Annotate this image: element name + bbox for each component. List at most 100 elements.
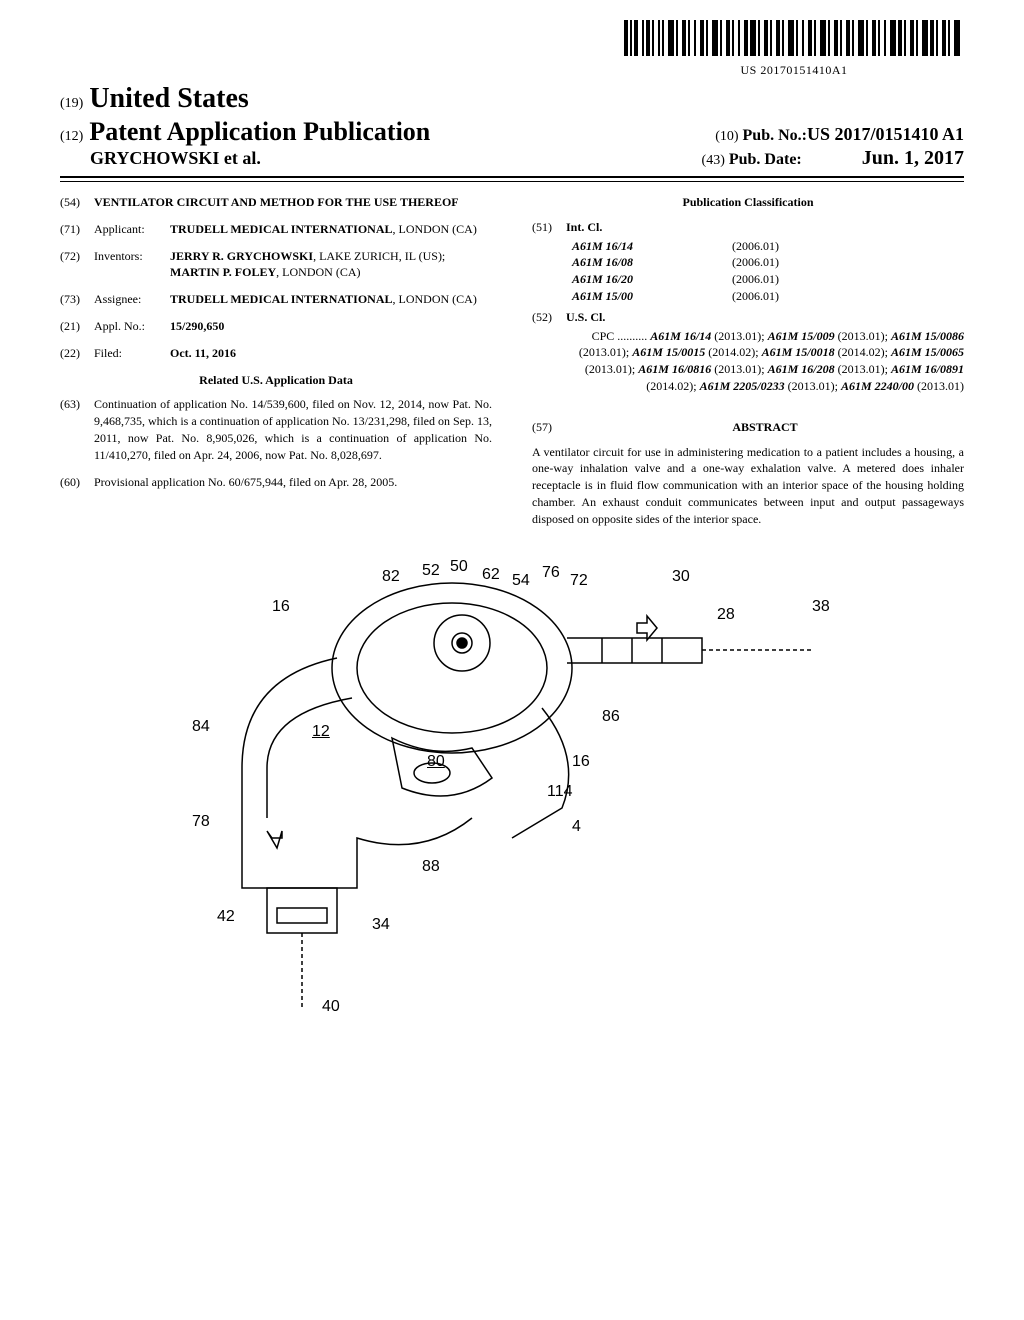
field-num: (52) bbox=[532, 309, 566, 326]
pub-num-value: US 2017/0151410 A1 bbox=[807, 124, 964, 145]
pub-num-prefix: (10) bbox=[715, 129, 738, 145]
inventors-body: JERRY R. GRYCHOWSKI, LAKE ZURICH, IL (US… bbox=[170, 248, 492, 282]
related-heading: Related U.S. Application Data bbox=[60, 372, 492, 389]
provisional-text: Provisional application No. 60/675,944, … bbox=[94, 474, 492, 491]
class-ver: (2006.01) bbox=[732, 254, 779, 271]
class-code: A61M 16/14 bbox=[572, 238, 712, 255]
country-row: (19) United States bbox=[60, 83, 964, 115]
cpc-ver: (2013.01) bbox=[579, 345, 626, 359]
field-label: Assignee: bbox=[94, 291, 170, 308]
abstract-row: (57) ABSTRACT bbox=[532, 419, 964, 436]
assignee-field: (73) Assignee: TRUDELL MEDICAL INTERNATI… bbox=[60, 291, 492, 308]
cpc-ver: (2014.02) bbox=[838, 345, 885, 359]
figure-ref-label: 34 bbox=[372, 916, 390, 934]
barcode: US 20170151410A1 bbox=[624, 20, 964, 78]
cpc-ver: (2013.01) bbox=[585, 362, 632, 376]
title-field: (54) VENTILATOR CIRCUIT AND METHOD FOR T… bbox=[60, 194, 492, 211]
pub-num-label: Pub. No.: bbox=[743, 127, 807, 145]
cpc-ver: (2013.01) bbox=[917, 379, 964, 393]
field-num: (51) bbox=[532, 219, 566, 236]
abstract-text: A ventilator circuit for use in administ… bbox=[532, 444, 964, 528]
field-num: (71) bbox=[60, 221, 94, 238]
class-ver: (2006.01) bbox=[732, 288, 779, 305]
int-cl-field: (51) Int. Cl. bbox=[532, 219, 964, 236]
figure-ref-label: 82 bbox=[382, 568, 400, 586]
classification-heading: Publication Classification bbox=[532, 194, 964, 211]
cpc-code: A61M 2205/0233 bbox=[700, 379, 785, 393]
applicant-field: (71) Applicant: TRUDELL MEDICAL INTERNAT… bbox=[60, 221, 492, 238]
inventor-1-loc: , LAKE ZURICH, IL (US); bbox=[313, 249, 445, 263]
figure-ref-label: 80 bbox=[427, 753, 445, 771]
divider-thick bbox=[60, 176, 964, 178]
country-prefix: (19) bbox=[60, 96, 83, 112]
class-row: A61M 16/20 (2006.01) bbox=[532, 271, 964, 288]
us-cl-field: (52) U.S. Cl. bbox=[532, 309, 964, 326]
country-name: United States bbox=[89, 83, 248, 115]
figure-ref-label: 28 bbox=[717, 606, 735, 624]
figure-ref-label: 54 bbox=[512, 572, 530, 590]
left-column: (54) VENTILATOR CIRCUIT AND METHOD FOR T… bbox=[60, 194, 492, 528]
pub-date-prefix: (43) bbox=[702, 153, 725, 169]
continuation-text: Continuation of application No. 14/539,6… bbox=[94, 396, 492, 463]
cpc-ver: (2013.01) bbox=[714, 329, 761, 343]
figure-ref-label: 88 bbox=[422, 858, 440, 876]
figure-ref-label: 38 bbox=[812, 598, 830, 616]
figure-ref-label: 72 bbox=[570, 572, 588, 590]
field-label: Inventors: bbox=[94, 248, 170, 282]
continuation-field: (63) Continuation of application No. 14/… bbox=[60, 396, 492, 463]
figure-ref-label: 16 bbox=[572, 753, 590, 771]
authors-row: GRYCHOWSKI et al. (43) Pub. Date: Jun. 1… bbox=[60, 147, 964, 170]
right-column: Publication Classification (51) Int. Cl.… bbox=[532, 194, 964, 528]
field-num: (21) bbox=[60, 318, 94, 335]
cpc-code: A61M 16/0891 bbox=[891, 362, 964, 376]
cpc-code: A61M 2240/00 bbox=[841, 379, 914, 393]
inventors-field: (72) Inventors: JERRY R. GRYCHOWSKI, LAK… bbox=[60, 248, 492, 282]
authors: GRYCHOWSKI et al. bbox=[90, 148, 261, 169]
pub-date-value: Jun. 1, 2017 bbox=[862, 147, 964, 170]
class-row: A61M 15/00 (2006.01) bbox=[532, 288, 964, 305]
class-code: A61M 16/20 bbox=[572, 271, 712, 288]
inventor-1-name: JERRY R. GRYCHOWSKI bbox=[170, 249, 313, 263]
figure-ref-label: 76 bbox=[542, 564, 560, 582]
figure-svg bbox=[172, 558, 852, 1018]
class-code: A61M 15/00 bbox=[572, 288, 712, 305]
class-code: A61M 16/08 bbox=[572, 254, 712, 271]
provisional-field: (60) Provisional application No. 60/675,… bbox=[60, 474, 492, 491]
int-cl-rows: A61M 16/14(2006.01)A61M 16/08(2006.01)A6… bbox=[532, 238, 964, 305]
cpc-code: A61M 16/208 bbox=[768, 362, 835, 376]
figure-ref-label: 114 bbox=[547, 783, 573, 801]
applicant-body: TRUDELL MEDICAL INTERNATIONAL, LONDON (C… bbox=[170, 221, 492, 238]
cpc-ver: (2013.01) bbox=[838, 329, 885, 343]
bibliographic-columns: (54) VENTILATOR CIRCUIT AND METHOD FOR T… bbox=[60, 194, 964, 528]
figure-ref-label: 62 bbox=[482, 566, 500, 584]
publication-row: (12) Patent Application Publication (10)… bbox=[60, 117, 964, 147]
class-ver: (2006.01) bbox=[732, 271, 779, 288]
cpc-ver: (2013.01) bbox=[838, 362, 885, 376]
appl-no-field: (21) Appl. No.: 15/290,650 bbox=[60, 318, 492, 335]
cpc-listing: CPC .......... A61M 16/14 (2013.01); A61… bbox=[572, 328, 964, 395]
figure-ref-label: 42 bbox=[217, 908, 235, 926]
figure-ref-label: 52 bbox=[422, 562, 440, 580]
patent-figure: 8252506254767230162838841286801678114488… bbox=[172, 558, 852, 1018]
cpc-code: A61M 16/0816 bbox=[638, 362, 711, 376]
pub-prefix: (12) bbox=[60, 129, 83, 145]
assignee-location: , LONDON (CA) bbox=[393, 292, 477, 306]
class-ver: (2006.01) bbox=[732, 238, 779, 255]
figure-ref-label: 86 bbox=[602, 708, 620, 726]
pub-date-label: Pub. Date: bbox=[729, 151, 802, 169]
figure-ref-label: 84 bbox=[192, 718, 210, 736]
cpc-code: A61M 15/0015 bbox=[632, 345, 705, 359]
filed-value: Oct. 11, 2016 bbox=[170, 345, 492, 362]
figure-section: 8252506254767230162838841286801678114488… bbox=[60, 558, 964, 1023]
cpc-code: A61M 15/0086 bbox=[891, 329, 964, 343]
class-row: A61M 16/14 (2006.01) bbox=[532, 238, 964, 255]
field-num: (60) bbox=[60, 474, 94, 491]
invention-title: VENTILATOR CIRCUIT AND METHOD FOR THE US… bbox=[94, 194, 492, 211]
cpc-ver: (2013.01) bbox=[714, 362, 761, 376]
cpc-code: A61M 15/0065 bbox=[891, 345, 964, 359]
inventor-2-name: MARTIN P. FOLEY bbox=[170, 265, 276, 279]
field-num: (63) bbox=[60, 396, 94, 463]
cpc-code: A61M 16/14 bbox=[650, 329, 711, 343]
cpc-prefix: CPC .......... bbox=[592, 329, 651, 343]
figure-ref-label: 78 bbox=[192, 813, 210, 831]
